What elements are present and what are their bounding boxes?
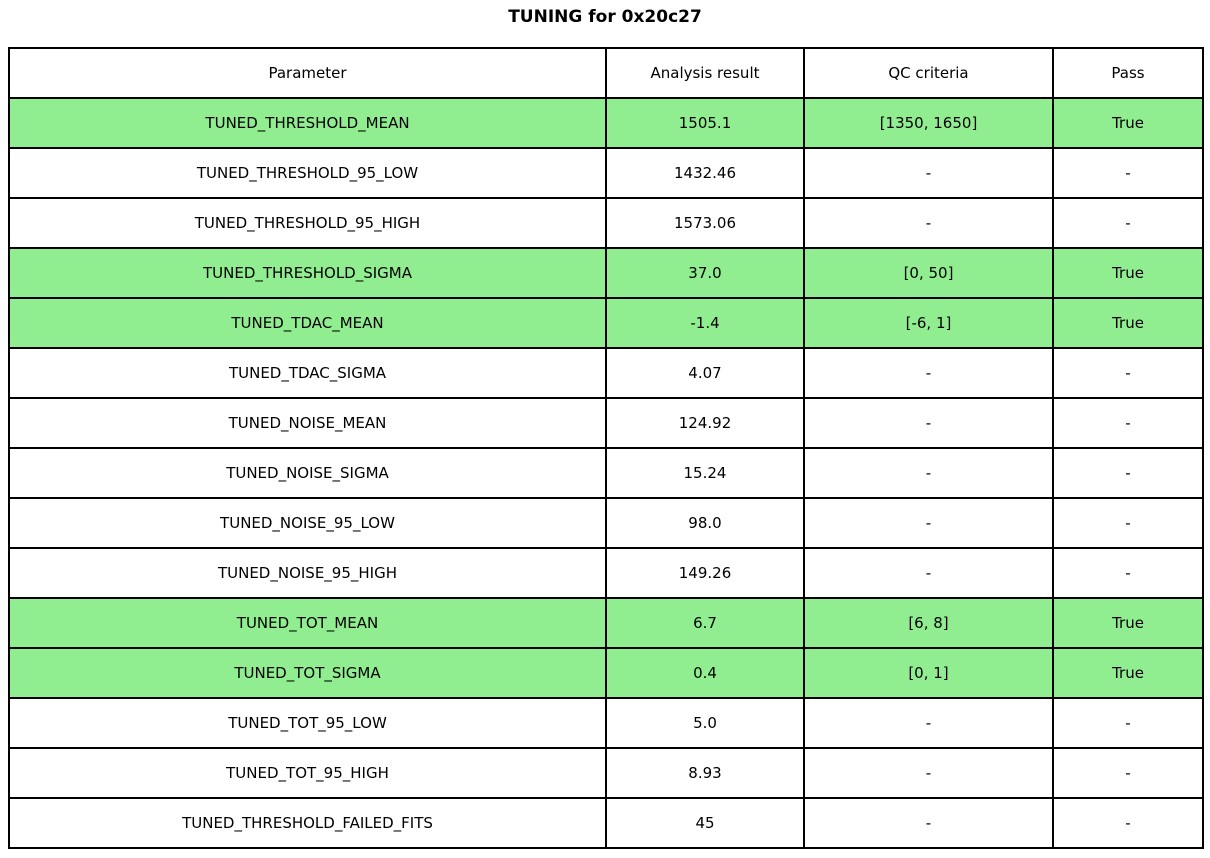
analysis-result-cell: 149.26 bbox=[605, 547, 805, 599]
table-row: TUNED_TOT_MEAN 6.7 [6, 8] True bbox=[8, 597, 1204, 649]
pass-cell: True bbox=[1052, 297, 1204, 349]
pass-cell: - bbox=[1052, 697, 1204, 749]
analysis-result-cell: 1505.1 bbox=[605, 97, 805, 149]
parameter-cell: TUNED_TDAC_MEAN bbox=[8, 297, 607, 349]
analysis-result-cell: 98.0 bbox=[605, 497, 805, 549]
header-analysis-result: Analysis result bbox=[605, 47, 805, 99]
table-row: TUNED_TOT_SIGMA 0.4 [0, 1] True bbox=[8, 647, 1204, 699]
parameter-cell: TUNED_TOT_MEAN bbox=[8, 597, 607, 649]
parameter-cell: TUNED_TOT_95_LOW bbox=[8, 697, 607, 749]
qc-results-table: Parameter Analysis result QC criteria Pa… bbox=[8, 47, 1204, 849]
qc-criteria-cell: - bbox=[803, 347, 1054, 399]
pass-cell: - bbox=[1052, 797, 1204, 849]
pass-cell: True bbox=[1052, 647, 1204, 699]
parameter-cell: TUNED_THRESHOLD_FAILED_FITS bbox=[8, 797, 607, 849]
table-row: TUNED_THRESHOLD_SIGMA 37.0 [0, 50] True bbox=[8, 247, 1204, 299]
pass-cell: - bbox=[1052, 747, 1204, 799]
qc-criteria-cell: - bbox=[803, 697, 1054, 749]
table-row: TUNED_THRESHOLD_95_LOW 1432.46- - bbox=[8, 147, 1204, 199]
qc-criteria-cell: [0, 50] bbox=[803, 247, 1054, 299]
table-row: TUNED_NOISE_MEAN 124.92- - bbox=[8, 397, 1204, 449]
parameter-cell: TUNED_NOISE_MEAN bbox=[8, 397, 607, 449]
analysis-result-cell: 8.93 bbox=[605, 747, 805, 799]
qc-criteria-cell: - bbox=[803, 197, 1054, 249]
table-row: TUNED_NOISE_95_LOW 98.0- - bbox=[8, 497, 1204, 549]
qc-criteria-cell: [-6, 1] bbox=[803, 297, 1054, 349]
parameter-cell: TUNED_THRESHOLD_MEAN bbox=[8, 97, 607, 149]
table-row: TUNED_NOISE_95_HIGH 149.26- - bbox=[8, 547, 1204, 599]
analysis-result-cell: -1.4 bbox=[605, 297, 805, 349]
qc-criteria-cell: - bbox=[803, 747, 1054, 799]
qc-criteria-cell: - bbox=[803, 397, 1054, 449]
analysis-result-cell: 1432.46 bbox=[605, 147, 805, 199]
pass-cell: - bbox=[1052, 397, 1204, 449]
header-parameter: Parameter bbox=[8, 47, 607, 99]
analysis-result-cell: 15.24 bbox=[605, 447, 805, 499]
table-row: TUNED_TDAC_MEAN -1.4 [-6, 1] True bbox=[8, 297, 1204, 349]
parameter-cell: TUNED_THRESHOLD_SIGMA bbox=[8, 247, 607, 299]
table-row: TUNED_THRESHOLD_FAILED_FITS 45- - bbox=[8, 797, 1204, 849]
table-row: TUNED_THRESHOLD_95_HIGH 1573.06- - bbox=[8, 197, 1204, 249]
parameter-cell: TUNED_TOT_95_HIGH bbox=[8, 747, 607, 799]
table-row: TUNED_TOT_95_LOW 5.0- - bbox=[8, 697, 1204, 749]
analysis-result-cell: 5.0 bbox=[605, 697, 805, 749]
analysis-result-cell: 37.0 bbox=[605, 247, 805, 299]
pass-cell: - bbox=[1052, 347, 1204, 399]
pass-cell: - bbox=[1052, 547, 1204, 599]
parameter-cell: TUNED_NOISE_95_LOW bbox=[8, 497, 607, 549]
parameter-cell: TUNED_THRESHOLD_95_LOW bbox=[8, 147, 607, 199]
table-header: Parameter Analysis result QC criteria Pa… bbox=[8, 47, 1204, 99]
table-row: TUNED_TOT_95_HIGH 8.93- - bbox=[8, 747, 1204, 799]
pass-cell: - bbox=[1052, 497, 1204, 549]
table-row: TUNED_THRESHOLD_MEAN 1505.1 [1350, 1650] Tr… bbox=[8, 97, 1204, 149]
pass-cell: True bbox=[1052, 97, 1204, 149]
pass-cell: True bbox=[1052, 597, 1204, 649]
header-pass: Pass bbox=[1052, 47, 1204, 99]
qc-criteria-cell: - bbox=[803, 497, 1054, 549]
parameter-cell: TUNED_TDAC_SIGMA bbox=[8, 347, 607, 399]
qc-criteria-cell: [6, 8] bbox=[803, 597, 1054, 649]
table-row: TUNED_TDAC_SIGMA 4.07- - bbox=[8, 347, 1204, 399]
parameter-cell: TUNED_THRESHOLD_95_HIGH bbox=[8, 197, 607, 249]
qc-criteria-cell: - bbox=[803, 547, 1054, 599]
qc-criteria-cell: [0, 1] bbox=[803, 647, 1054, 699]
qc-criteria-cell: - bbox=[803, 797, 1054, 849]
pass-cell: True bbox=[1052, 247, 1204, 299]
parameter-cell: TUNED_NOISE_95_HIGH bbox=[8, 547, 607, 599]
analysis-result-cell: 6.7 bbox=[605, 597, 805, 649]
chart-title: TUNING for 0x20c27 bbox=[508, 7, 702, 27]
pass-cell: - bbox=[1052, 447, 1204, 499]
table-row: TUNED_NOISE_SIGMA 15.24- - bbox=[8, 447, 1204, 499]
table-body: TUNED_THRESHOLD_MEAN 1505.1 [1350, 1650] Tr… bbox=[8, 97, 1204, 849]
analysis-result-cell: 4.07 bbox=[605, 347, 805, 399]
analysis-result-cell: 45 bbox=[605, 797, 805, 849]
pass-cell: - bbox=[1052, 197, 1204, 249]
header-row: Parameter Analysis result QC criteria Pa… bbox=[8, 47, 1204, 99]
qc-criteria-cell: - bbox=[803, 147, 1054, 199]
analysis-result-cell: 0.4 bbox=[605, 647, 805, 699]
parameter-cell: TUNED_NOISE_SIGMA bbox=[8, 447, 607, 499]
header-qc-criteria: QC criteria bbox=[803, 47, 1054, 99]
analysis-result-cell: 1573.06 bbox=[605, 197, 805, 249]
qc-criteria-cell: - bbox=[803, 447, 1054, 499]
parameter-cell: TUNED_TOT_SIGMA bbox=[8, 647, 607, 699]
analysis-result-cell: 124.92 bbox=[605, 397, 805, 449]
pass-cell: - bbox=[1052, 147, 1204, 199]
qc-criteria-cell: [1350, 1650] bbox=[803, 97, 1054, 149]
